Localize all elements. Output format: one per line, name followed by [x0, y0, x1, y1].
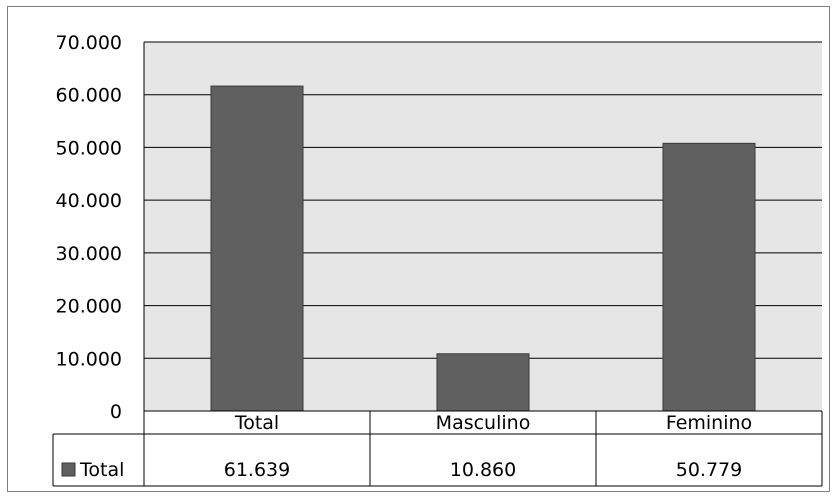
y-tick-label: 30.000 [56, 243, 122, 265]
category-label: Feminino [666, 412, 752, 434]
y-tick-label: 10.000 [56, 348, 122, 370]
y-axis-tick-labels: 0 10.000 20.000 30.000 40.000 50.000 60.000 70.… [56, 32, 122, 423]
legend-swatch [61, 462, 76, 477]
bars [210, 85, 756, 412]
bar-masculino [436, 353, 530, 412]
y-tick-label: 40.000 [56, 190, 122, 212]
y-tick-label: 50.000 [56, 137, 122, 159]
data-label: 61.639 [224, 459, 290, 481]
category-label: Total [234, 412, 279, 434]
category-label: Masculino [436, 412, 531, 434]
bar-total [210, 85, 304, 412]
y-tick-label: 0 [110, 401, 122, 423]
legend-label: Total [79, 459, 124, 481]
bar-feminino [662, 142, 756, 412]
y-tick-label: 60.000 [56, 85, 122, 107]
y-tick-label: 20.000 [56, 296, 122, 318]
data-table: Total 61.639 Masculino 10.860 Feminino 50.779… [52, 410, 823, 487]
data-label: 50.779 [676, 459, 742, 481]
y-tick-label: 70.000 [56, 32, 122, 54]
data-label: 10.860 [450, 459, 516, 481]
